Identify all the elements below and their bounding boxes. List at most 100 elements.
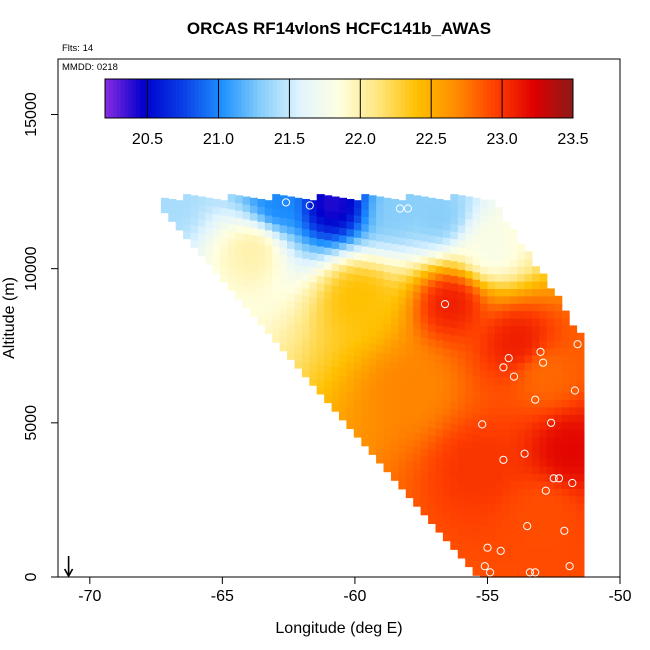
heatmap-cell bbox=[502, 332, 511, 341]
heatmap-cell bbox=[391, 458, 399, 466]
heatmap-cell bbox=[435, 413, 444, 422]
colorbar-swatch bbox=[440, 79, 445, 118]
heatmap-cell bbox=[398, 289, 407, 297]
heatmap-cell bbox=[450, 504, 459, 513]
colorbar-tick-label: 22.0 bbox=[345, 131, 376, 148]
heatmap-cell bbox=[405, 356, 414, 365]
heatmap-cell bbox=[546, 540, 555, 548]
heatmap-cell bbox=[383, 464, 392, 473]
heatmap-cell bbox=[465, 403, 474, 412]
heatmap-cell bbox=[494, 554, 503, 563]
heatmap-cell bbox=[301, 273, 310, 281]
colorbar-swatch bbox=[218, 79, 223, 118]
colorbar-swatch bbox=[261, 79, 266, 118]
heatmap-cell bbox=[301, 258, 310, 267]
heatmap-cell bbox=[346, 213, 355, 222]
colorbar-swatch bbox=[502, 79, 508, 118]
heatmap-cell bbox=[465, 507, 474, 516]
heatmap-cell bbox=[546, 547, 555, 556]
heatmap-cell bbox=[220, 274, 229, 283]
heatmap-cell bbox=[524, 473, 533, 482]
heatmap-cell bbox=[554, 362, 563, 371]
colorbar-swatch bbox=[401, 79, 406, 118]
heatmap-cell bbox=[249, 301, 258, 310]
heatmap-cell bbox=[561, 318, 570, 326]
heatmap-cell bbox=[539, 377, 548, 386]
heatmap-cell bbox=[383, 316, 392, 325]
heatmap-cell bbox=[539, 310, 548, 319]
heatmap-cell bbox=[472, 308, 481, 317]
heatmap-cell bbox=[442, 237, 451, 246]
heatmap-cell bbox=[576, 392, 585, 400]
heatmap-cell bbox=[576, 406, 585, 415]
heatmap-cell bbox=[517, 510, 526, 519]
heatmap-cell bbox=[339, 397, 347, 406]
heatmap-cell bbox=[546, 488, 555, 497]
heatmap-cell bbox=[264, 311, 273, 320]
colorbar-swatch bbox=[370, 79, 375, 118]
heatmap-cell bbox=[509, 340, 518, 349]
heatmap-cell bbox=[442, 496, 451, 505]
heatmap-cell bbox=[272, 275, 281, 284]
heatmap-cell bbox=[487, 266, 496, 275]
heatmap-cell bbox=[368, 276, 377, 285]
colorbar-swatch bbox=[537, 79, 543, 118]
heatmap-cell bbox=[524, 414, 533, 423]
heatmap-cell bbox=[487, 510, 496, 519]
heatmap-cell bbox=[368, 195, 377, 204]
heatmap-cell bbox=[524, 347, 533, 356]
heatmap-cell bbox=[450, 497, 459, 506]
heatmap-cell bbox=[546, 325, 555, 334]
heatmap-cell bbox=[435, 258, 444, 267]
heatmap-cell bbox=[487, 318, 496, 326]
heatmap-cell bbox=[413, 306, 422, 315]
heatmap-cell bbox=[353, 311, 362, 320]
heatmap-cell bbox=[264, 222, 273, 231]
heatmap-cell bbox=[494, 207, 503, 215]
heatmap-cell bbox=[472, 286, 481, 295]
heatmap-cell bbox=[546, 436, 555, 445]
heatmap-cell bbox=[435, 243, 444, 252]
heatmap-cell bbox=[487, 355, 496, 363]
heatmap-cell bbox=[509, 325, 518, 334]
heatmap-cell bbox=[428, 390, 437, 399]
heatmap-cell bbox=[494, 251, 503, 260]
heatmap-cell bbox=[465, 203, 474, 212]
heatmap-cell bbox=[398, 474, 407, 482]
heatmap-cell bbox=[398, 392, 407, 401]
heatmap-cell bbox=[249, 286, 258, 295]
heatmap-cell bbox=[457, 491, 466, 500]
heatmap-cell bbox=[502, 229, 511, 238]
heatmap-cell bbox=[368, 372, 377, 381]
heatmap-cell bbox=[309, 222, 318, 231]
heatmap-cell bbox=[539, 288, 548, 297]
heatmap-cell bbox=[442, 355, 451, 364]
heatmap-cell bbox=[524, 480, 533, 489]
heatmap-cell bbox=[264, 296, 273, 305]
colorbar-swatch bbox=[452, 79, 457, 118]
heatmap-cell bbox=[546, 295, 555, 304]
heatmap-cell bbox=[576, 332, 585, 341]
heatmap-cell bbox=[346, 265, 355, 274]
heatmap-cell bbox=[249, 197, 258, 206]
heatmap-cell bbox=[502, 295, 511, 304]
heatmap-cell bbox=[353, 429, 362, 438]
heatmap-cell bbox=[517, 355, 526, 363]
colorbar-swatch bbox=[140, 79, 145, 118]
heatmap-cell bbox=[309, 370, 318, 379]
heatmap-cell bbox=[524, 295, 533, 304]
heatmap-cell bbox=[465, 381, 474, 390]
heatmap-cell bbox=[353, 222, 362, 231]
heatmap-cell bbox=[376, 277, 385, 286]
heatmap-cell bbox=[472, 360, 481, 369]
heatmap-cell bbox=[309, 281, 318, 290]
heatmap-cell bbox=[509, 406, 518, 415]
heatmap-cell bbox=[524, 369, 533, 378]
heatmap-cell bbox=[339, 316, 347, 325]
heatmap-cell bbox=[472, 567, 481, 576]
heatmap-cell bbox=[428, 368, 437, 376]
heatmap-cell bbox=[376, 359, 385, 368]
heatmap-cell bbox=[465, 411, 474, 420]
heatmap-cell bbox=[279, 217, 288, 226]
heatmap-cell bbox=[532, 458, 540, 467]
